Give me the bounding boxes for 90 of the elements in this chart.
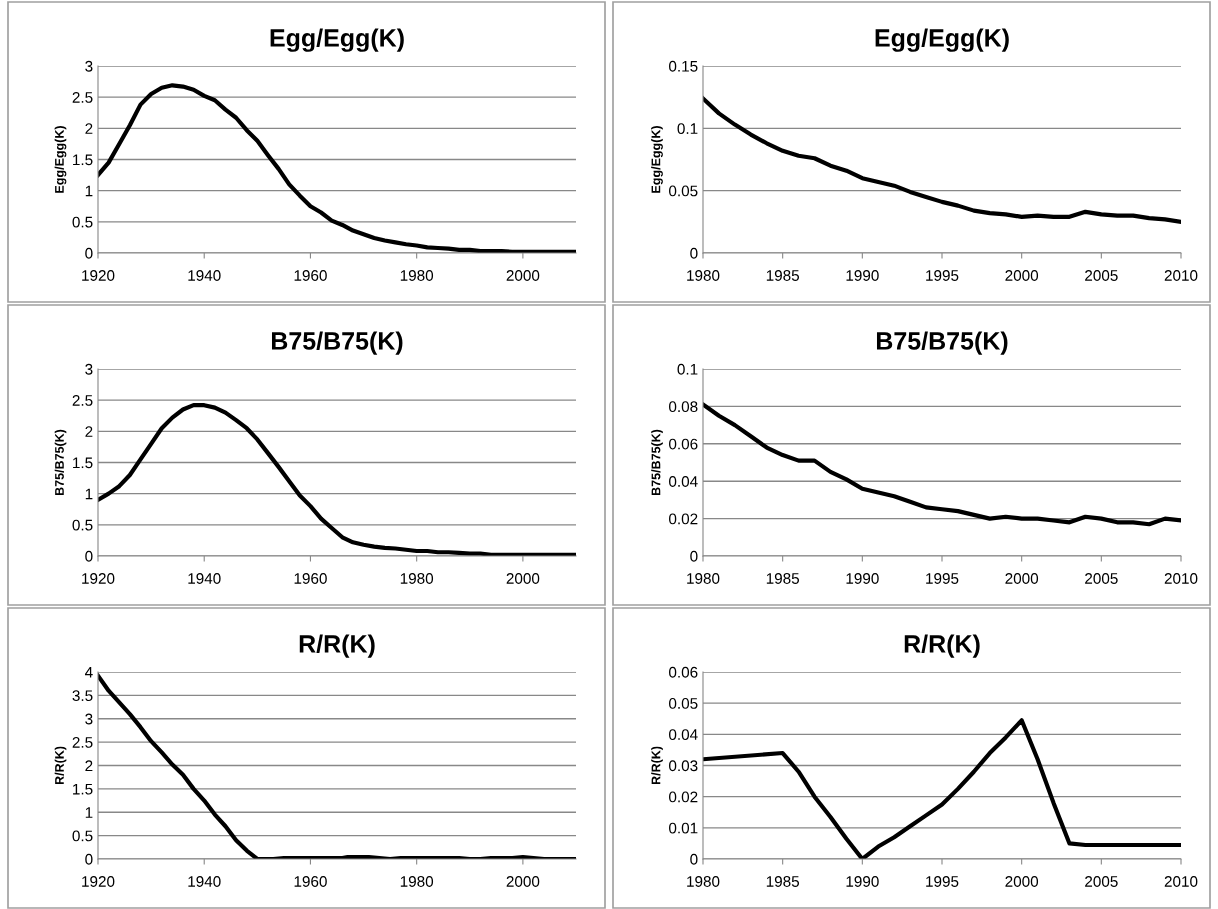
x-tick-label: 2010 [1164, 270, 1198, 281]
x-tick-label: 1940 [188, 270, 221, 281]
chart-title: R/R(K) [299, 634, 375, 658]
y-tick-label: 0.06 [669, 438, 698, 450]
y-tick-label: 0.08 [669, 401, 698, 413]
y-tick-label: 0.5 [72, 216, 93, 228]
y-tick-label: 0.05 [669, 698, 698, 709]
y-axis-title: Egg/Egg(K) [54, 126, 67, 193]
x-tick-label: 2000 [506, 270, 540, 281]
y-tick-label: 0.02 [669, 513, 698, 525]
y-tick-label: 2.5 [72, 395, 93, 406]
y-tick-label: 0.1 [677, 123, 698, 135]
y-tick-label: 0 [85, 853, 93, 865]
x-tick-label: 1980 [400, 270, 434, 281]
y-tick-label: 0.15 [669, 60, 698, 72]
x-tick-label: 2000 [1005, 876, 1039, 887]
y-tick-label: 0.5 [72, 830, 93, 842]
x-tick-label: 1920 [82, 270, 115, 281]
line-series [703, 96, 1181, 224]
x-tick-label: 1985 [766, 876, 800, 887]
x-tick-label: 1980 [687, 876, 720, 887]
y-tick-label: 0.04 [669, 729, 698, 741]
y-tick-label: 0.01 [669, 822, 698, 834]
x-tick-label: 2005 [1085, 270, 1118, 281]
x-tick-label: 2000 [506, 573, 540, 584]
y-tick-label: 2 [85, 123, 93, 134]
x-tick-label: 2010 [1164, 573, 1198, 584]
line-series [703, 402, 1181, 527]
y-tick-label: 0.02 [669, 791, 698, 803]
y-tick-label: 4 [84, 667, 93, 678]
chart-title: B75/B75(K) [876, 331, 1008, 355]
y-tick-label: 3.5 [72, 690, 93, 702]
y-axis-title: R/R(K) [651, 746, 663, 785]
y-tick-label: 1 [85, 185, 93, 197]
y-axis-title: Egg/Egg(K) [651, 126, 663, 193]
chart-title: B75/B75(K) [271, 331, 403, 355]
y-tick-label: 0.03 [669, 760, 698, 772]
x-tick-label: 1985 [766, 270, 800, 281]
y-tick-label: 0.1 [677, 363, 698, 375]
x-tick-label: 1995 [926, 573, 959, 584]
x-tick-label: 2000 [1005, 270, 1039, 281]
x-tick-label: 1940 [188, 876, 221, 887]
y-axis-title: B75/B75(K) [651, 429, 663, 496]
y-axis-title: R/R(K) [54, 746, 67, 785]
y-tick-label: 0 [85, 550, 93, 562]
y-tick-label: 1.5 [73, 154, 93, 166]
x-tick-label: 1990 [846, 876, 879, 887]
y-tick-label: 0 [690, 550, 698, 562]
y-tick-label: 3 [85, 60, 93, 72]
y-tick-label: 1 [85, 807, 93, 818]
x-tick-label: 1920 [82, 573, 115, 584]
y-tick-label: 2.5 [72, 736, 93, 748]
chart-title: Egg/Egg(K) [270, 28, 404, 52]
y-axis-title: B75/B75(K) [54, 429, 67, 496]
chart-title: R/R(K) [904, 634, 980, 658]
x-tick-label: 1980 [400, 876, 434, 887]
x-tick-label: 1995 [926, 270, 959, 281]
x-tick-label: 1990 [846, 270, 879, 281]
y-tick-label: 1 [85, 488, 93, 500]
x-tick-label: 1980 [400, 573, 434, 584]
x-tick-label: 1995 [926, 876, 959, 887]
y-tick-label: 0 [85, 247, 93, 259]
x-tick-label: 1960 [294, 573, 327, 584]
y-tick-label: 2.5 [72, 92, 93, 103]
y-tick-label: 3 [85, 363, 93, 375]
x-tick-label: 1940 [188, 573, 221, 584]
x-tick-label: 2000 [506, 876, 540, 887]
x-tick-label: 2000 [1005, 573, 1039, 584]
y-tick-label: 0 [690, 247, 698, 259]
y-tick-label: 0.04 [669, 476, 698, 487]
x-tick-label: 1920 [82, 876, 115, 887]
y-tick-label: 2 [85, 760, 93, 772]
x-tick-label: 1960 [294, 270, 327, 281]
x-tick-label: 2005 [1085, 573, 1118, 584]
y-tick-label: 3 [85, 713, 93, 725]
y-tick-label: 2 [85, 426, 93, 437]
chart-title: Egg/Egg(K) [875, 28, 1009, 52]
y-tick-label: 1.5 [73, 783, 93, 795]
y-tick-label: 0.06 [669, 666, 698, 678]
x-tick-label: 2010 [1164, 876, 1198, 887]
y-tick-label: 0.05 [669, 185, 698, 197]
x-tick-label: 1980 [687, 573, 720, 584]
y-tick-label: 0 [690, 853, 698, 865]
x-tick-label: 1990 [846, 573, 879, 584]
x-tick-label: 1985 [766, 573, 800, 584]
x-tick-label: 1960 [294, 876, 327, 887]
y-tick-label: 0.5 [72, 519, 93, 531]
x-tick-label: 2005 [1085, 876, 1118, 887]
y-tick-label: 1.5 [73, 457, 93, 469]
x-tick-label: 1980 [687, 270, 720, 281]
